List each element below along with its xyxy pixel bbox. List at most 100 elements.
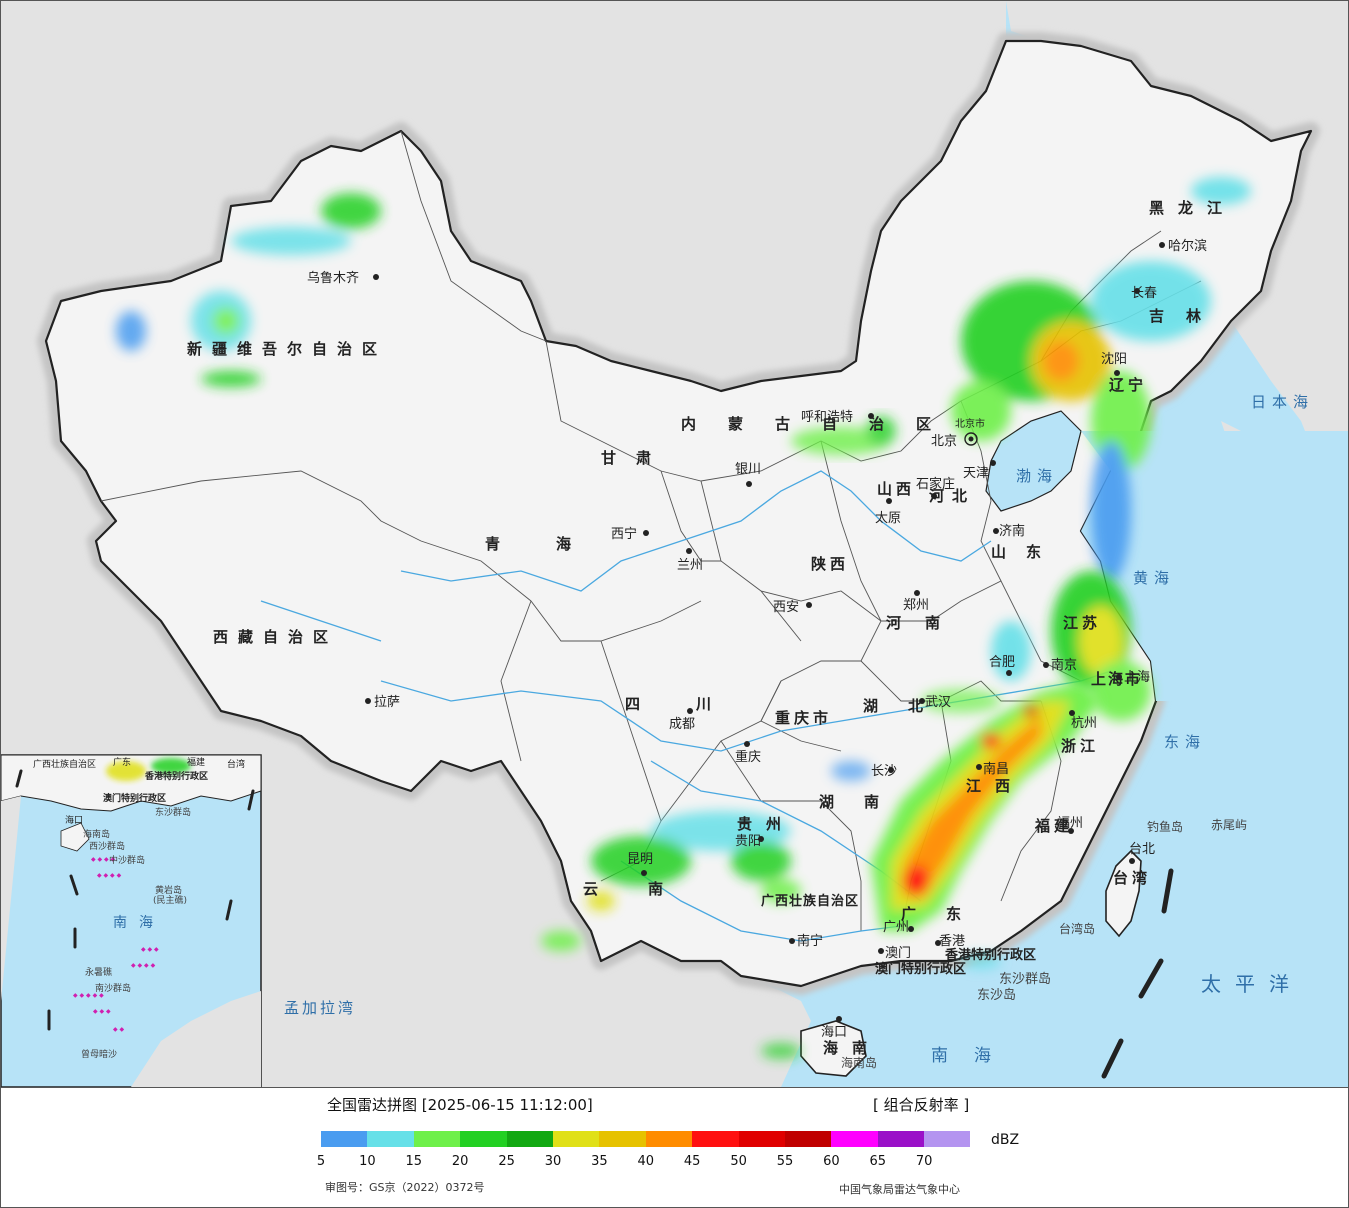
province-label: 湖南 (819, 793, 909, 811)
legend-tick: 10 (359, 1154, 376, 1169)
legend-tick: 70 (915, 1154, 933, 1169)
city-label: 重庆 (735, 749, 761, 765)
city-label: 银川 (735, 462, 761, 477)
inset-label: 广东 (113, 756, 131, 768)
legend-tick: 15 (405, 1154, 423, 1169)
province-label: 海南 (823, 1039, 881, 1057)
legend-swatch (460, 1131, 507, 1147)
province-label: 湖北 (863, 697, 953, 715)
inset-label: 南海 (113, 915, 165, 931)
island-label: 东沙群岛 (999, 971, 1051, 987)
inset-label: 曾母暗沙 (81, 1048, 117, 1060)
island-label: 钓鱼岛 (1147, 819, 1183, 834)
city-label: 武汉 (925, 695, 951, 710)
city-label: 广州 (883, 920, 909, 935)
city-label: 拉萨 (374, 695, 400, 710)
radar-echoes (116, 177, 1251, 1059)
inset-label: 广西壮族自治区 (33, 758, 96, 770)
legend-tick: 55 (776, 1154, 794, 1169)
province-label: 吉林 (1149, 307, 1223, 325)
island-label: 赤尾屿 (1211, 818, 1247, 832)
province-label: 福建 (1034, 817, 1073, 835)
province-label: 广东 (901, 905, 991, 923)
province-label: 上海市 (1091, 670, 1142, 688)
legend-tick: 65 (869, 1154, 887, 1169)
inset-label: 中沙群岛 (109, 854, 145, 866)
province-label: 广西壮族自治区 (761, 893, 859, 909)
legend-color-scale (321, 1131, 971, 1147)
hk-sar-label: 香港特别行政区 (944, 947, 1036, 963)
city-label: 成都 (669, 717, 695, 732)
beijing-capital-icon (964, 432, 978, 446)
legend-tick: 5 (316, 1154, 326, 1169)
inset-label: 黄岩岛 (155, 884, 182, 896)
province-label: 河北 (929, 487, 975, 505)
city-label: 济南 (999, 523, 1025, 539)
beijing-label: 北京市 (955, 417, 985, 430)
boundary-dashes (1101, 868, 1174, 1079)
city-label: 南宁 (797, 933, 823, 949)
province-labels: 黑龙江 吉林 辽宁 内蒙古自治区 河北 山东 山西 陕西 河南 甘肃 青海 新疆… (187, 199, 1236, 1057)
svg-text:◆ ◆ ◆ ◆: ◆ ◆ ◆ ◆ (131, 962, 156, 969)
sea-label-south: 南海 (931, 1046, 1017, 1066)
inset-label: 海口 (65, 814, 83, 826)
inset-label: 福建 (187, 756, 205, 768)
radar-map: 日本海 渤海 黄海 东海 太平洋 南海 孟加拉湾 黑龙江 吉林 辽宁 内蒙古自治… (0, 0, 1349, 1088)
city-label: 长沙 (871, 764, 897, 779)
sea-labels: 日本海 渤海 黄海 东海 太平洋 南海 孟加拉湾 (284, 393, 1314, 1066)
legend-swatch (413, 1131, 461, 1147)
province-label: 青海 (485, 535, 627, 553)
province-label: 重庆市 (775, 709, 832, 727)
legend-ticks: 5 10 15 20 25 30 35 40 45 50 55 60 65 70 (301, 1154, 961, 1172)
taiwan-island (1105, 849, 1142, 938)
svg-text:◆ ◆ ◆: ◆ ◆ ◆ (93, 1008, 111, 1015)
legend-unit: dBZ (991, 1132, 1020, 1148)
province-label: 陕西 (811, 555, 849, 573)
city-label: 石家庄 (916, 476, 955, 492)
sea-label-japan: 日本海 (1251, 393, 1314, 411)
island-label: 台湾岛 (1059, 921, 1095, 936)
legend-tick: 35 (591, 1154, 608, 1169)
legend-tick: 25 (498, 1154, 515, 1169)
legend-swatch (924, 1131, 971, 1147)
province-label: 浙江 (1061, 737, 1099, 755)
city-label: 南昌 (983, 761, 1009, 777)
svg-text:◆ ◆ ◆ ◆ ◆: ◆ ◆ ◆ ◆ ◆ (73, 992, 104, 999)
province-label: 甘肃 (601, 449, 671, 467)
legend-tick: 45 (683, 1154, 701, 1169)
city-label: 哈尔滨 (1168, 238, 1207, 254)
city-label: 合肥 (989, 655, 1015, 670)
city-label: 北京 (931, 434, 957, 449)
city-labels: 哈尔滨 长春 沈阳 呼和浩特 北京 天津 石家庄 太原 济南 银川 西宁 兰州 … (307, 238, 1207, 1040)
svg-text:◆ ◆ ◆: ◆ ◆ ◆ (141, 946, 159, 953)
legend-swatch (784, 1131, 832, 1147)
legend-title: 全国雷达拼图 [2025-06-15 11:12:00] (327, 1096, 593, 1114)
inset-label: 台湾 (227, 758, 245, 770)
legend-swatch (738, 1131, 785, 1147)
map-approval-number: 审图号：GS京（2022）0372号 (325, 1181, 485, 1194)
city-label: 郑州 (903, 598, 929, 613)
east-coast-sea (1081, 431, 1348, 701)
city-label: 南京 (1051, 657, 1077, 673)
legend-swatch (506, 1131, 553, 1147)
province-label: 云南 (583, 880, 713, 898)
sea-label-pacific: 太平洋 (1201, 972, 1303, 996)
inset-label: 香港特别行政区 (144, 770, 208, 782)
inset-label: 永暑礁 (85, 966, 112, 978)
city-label: 澳门 (885, 945, 911, 961)
inset-label: 南沙群岛 (95, 982, 131, 994)
city-label: 杭州 (1071, 716, 1097, 731)
legend-tick: 40 (637, 1154, 655, 1169)
city-label: 上海 (1124, 670, 1150, 685)
city-label: 太原 (875, 511, 901, 526)
special-labels: 香港特别行政区 澳门特别行政区 东沙群岛 东沙岛 台湾岛 钓鱼岛 赤尾屿 海南岛… (841, 417, 1247, 1070)
province-label: 山东 (991, 543, 1061, 561)
city-label: 海口 (821, 1025, 847, 1040)
province-label: 黑龙江 (1149, 199, 1236, 217)
legend-swatch (552, 1131, 600, 1147)
radar-legend: 全国雷达拼图 [2025-06-15 11:12:00] [ 组合反射率 ] 5… (0, 1088, 1349, 1208)
legend-tick: 60 (823, 1154, 840, 1169)
city-label: 西安 (773, 600, 799, 615)
legend-swatch (321, 1131, 368, 1147)
sea-label-bengal: 孟加拉湾 (284, 999, 356, 1017)
